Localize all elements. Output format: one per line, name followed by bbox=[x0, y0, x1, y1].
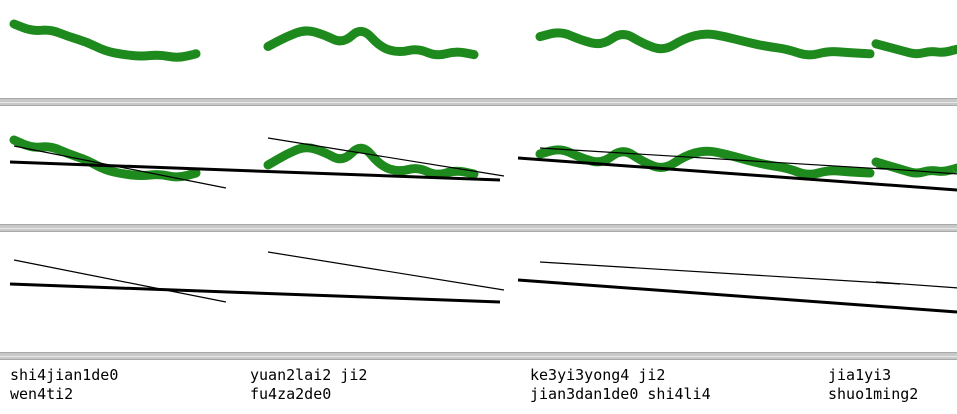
pitch-with-trend-panel bbox=[9, 135, 957, 192]
segment-3-declination-local-line bbox=[539, 261, 901, 285]
segment-2-declination-local-line bbox=[267, 251, 505, 291]
syllable-label-row: shi4jian1de0 wen4ti2 yuan2lai2 ji2 fu4za… bbox=[0, 366, 957, 414]
segment-1-raw-contour bbox=[9, 19, 201, 62]
segment-2-label-line1: yuan2lai2 ji2 bbox=[250, 366, 368, 384]
segment-2-fit-contour bbox=[263, 143, 479, 179]
segment-3-label-line2: jian3dan1de0 shi4li4 bbox=[530, 385, 711, 403]
panel-divider-3 bbox=[0, 352, 957, 360]
trend-lines-panel bbox=[9, 251, 957, 314]
segment-1-fit-contour bbox=[9, 135, 201, 182]
raw-pitch-panel bbox=[9, 19, 957, 62]
segment-4-local-trend-line bbox=[875, 167, 957, 175]
segment-3-label-line1: ke3yi3yong4 ji2 bbox=[530, 366, 666, 384]
phrase-1-declination-line bbox=[9, 282, 501, 304]
segment-4-label-line1: jia1yi3 bbox=[828, 366, 892, 384]
segment-4-raw-contour bbox=[871, 39, 957, 59]
segment-3-raw-contour bbox=[535, 28, 875, 60]
segment-3-local-trend-line bbox=[539, 147, 901, 171]
phrase-2-trend-line bbox=[517, 156, 957, 192]
panel-divider-1 bbox=[0, 98, 957, 106]
segment-4-label-line2: shuo1ming2 bbox=[828, 385, 919, 403]
segment-3-fit-contour bbox=[535, 145, 875, 179]
segment-2-label-line2: fu4za2de0 bbox=[250, 385, 332, 403]
segment-2-local-trend-line bbox=[267, 137, 505, 177]
phrase-2-declination-line bbox=[517, 278, 957, 314]
segment-4-fit-contour bbox=[871, 157, 957, 178]
segment-2-raw-contour bbox=[263, 26, 479, 60]
segment-1-declination-local-line bbox=[13, 259, 227, 303]
segment-1-label-line2: wen4ti2 bbox=[10, 385, 74, 403]
segment-1-label-line1: shi4jian1de0 bbox=[10, 366, 119, 384]
segment-4-declination-local-line bbox=[875, 281, 957, 289]
panel-divider-2 bbox=[0, 224, 957, 232]
phrase-1-trend-line bbox=[9, 160, 501, 182]
